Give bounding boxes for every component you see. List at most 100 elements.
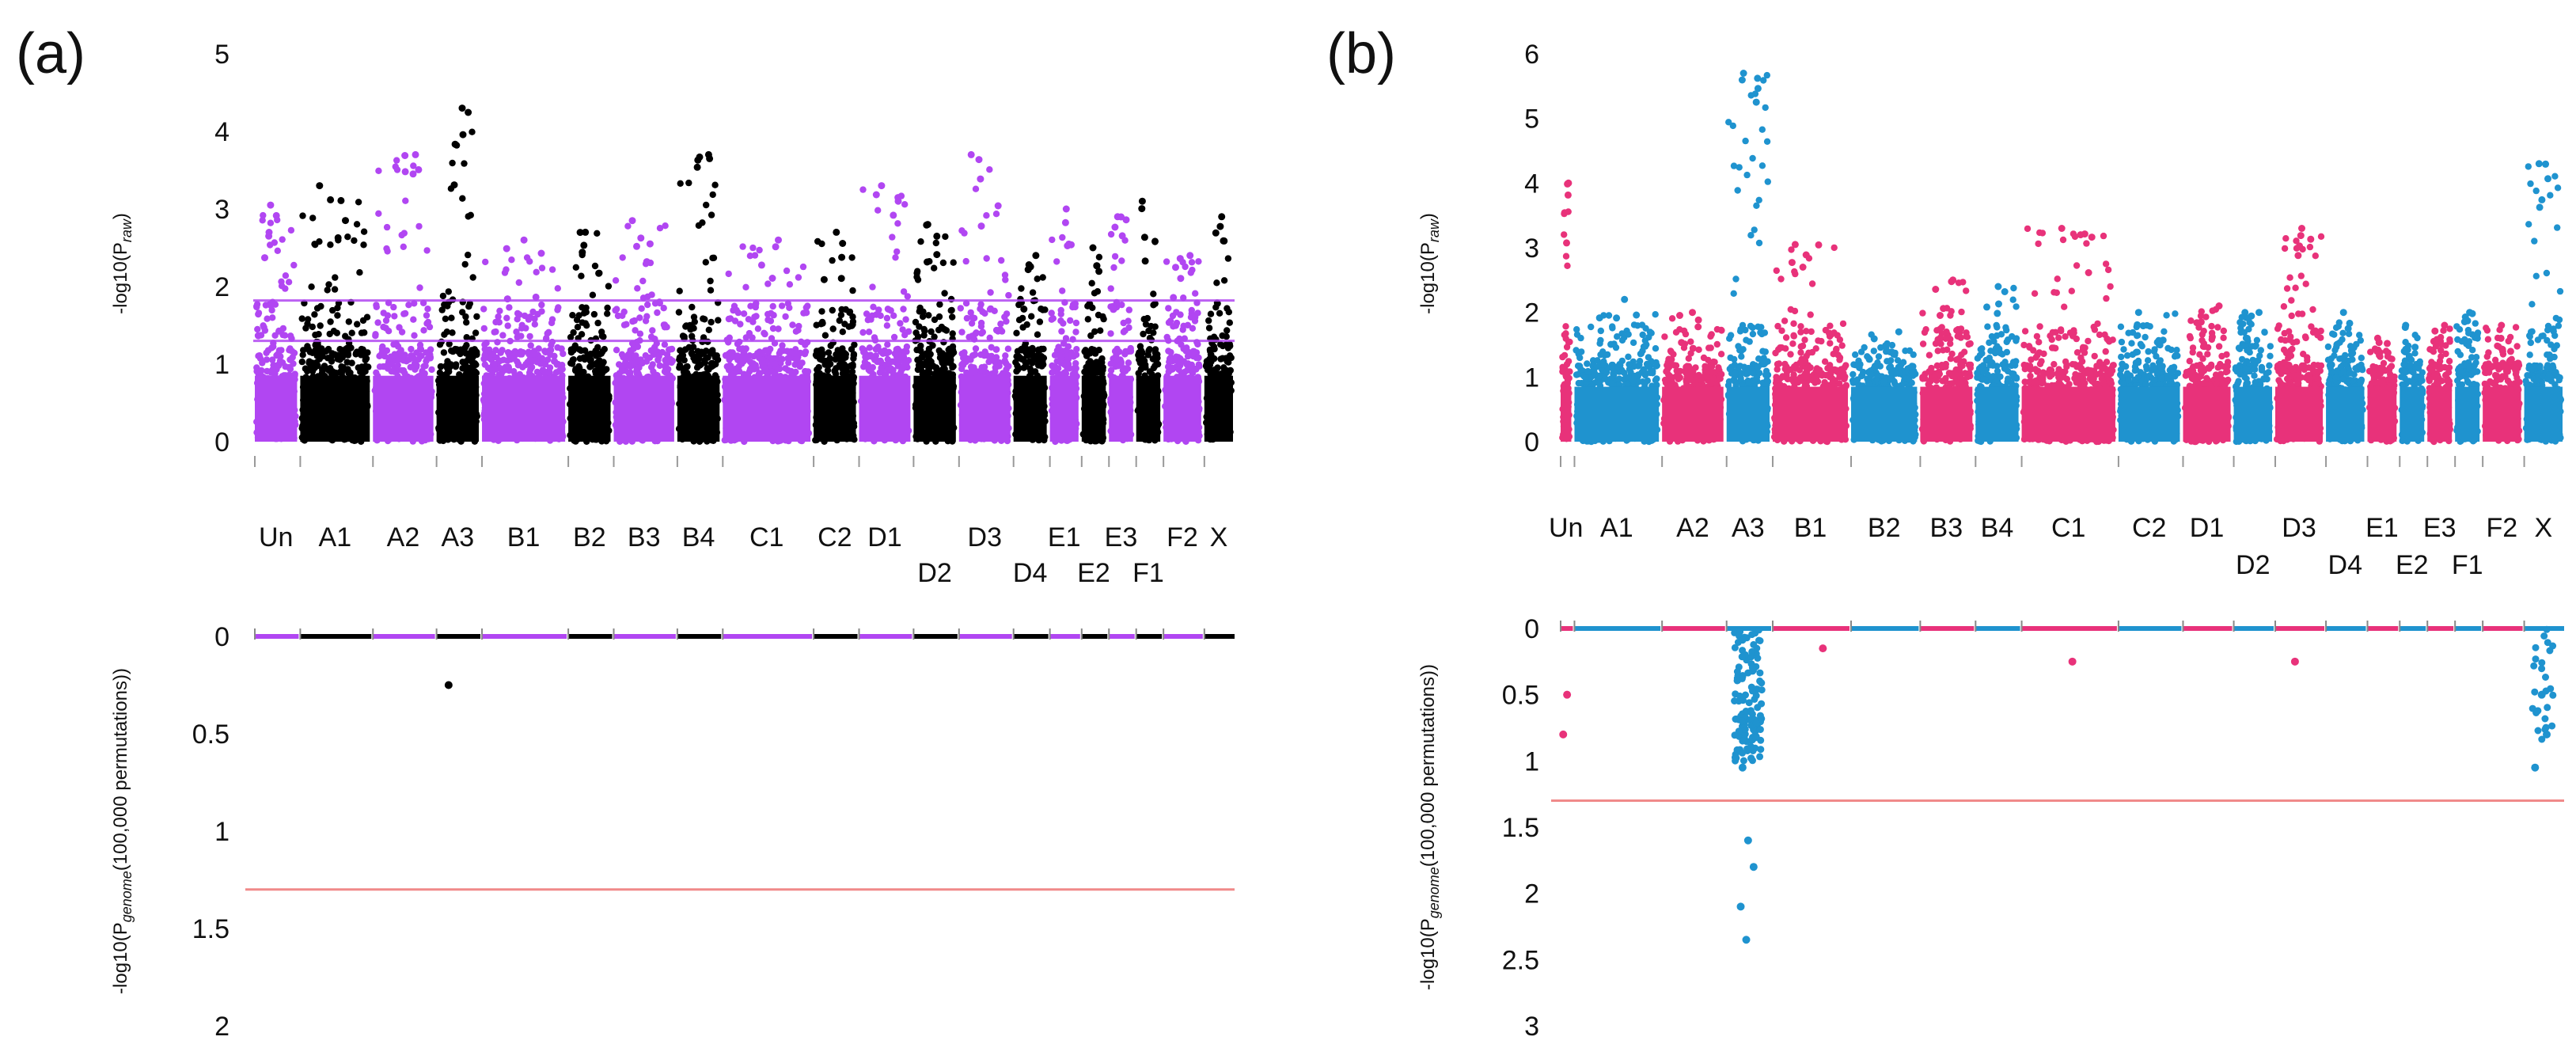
snp-point xyxy=(384,312,392,319)
snp-point xyxy=(445,288,452,295)
snp-point xyxy=(578,272,585,279)
snp-point xyxy=(318,369,326,376)
snp-point xyxy=(510,355,518,363)
snp-point xyxy=(514,309,522,317)
snp-point xyxy=(282,272,290,279)
snp-point xyxy=(408,345,415,353)
snp-point xyxy=(262,302,270,309)
snp-point xyxy=(391,313,398,320)
snp-point xyxy=(401,370,408,377)
snp-point xyxy=(287,226,295,234)
snp-point xyxy=(1120,319,1127,327)
chromosome-points-D1 xyxy=(858,182,912,445)
chromosome-points-E3 xyxy=(1107,213,1135,444)
snp-point xyxy=(849,287,856,294)
snp-point xyxy=(1097,327,1104,334)
snp-point xyxy=(390,303,397,311)
snp-point xyxy=(461,260,469,268)
peak-point xyxy=(975,156,983,164)
snp-point xyxy=(931,333,938,340)
snp-point xyxy=(970,314,978,322)
snp-point xyxy=(315,331,322,338)
snp-point xyxy=(1110,264,1117,271)
snp-point xyxy=(1107,230,1115,238)
snp-point xyxy=(874,207,882,214)
snp-point xyxy=(586,352,593,359)
snp-point xyxy=(1005,291,1012,299)
snp-point xyxy=(1003,366,1010,373)
snp-point xyxy=(462,363,469,370)
snp-point xyxy=(442,315,450,322)
snp-point xyxy=(767,345,774,353)
snp-point xyxy=(331,286,339,293)
snp-point xyxy=(518,325,525,332)
snp-point xyxy=(591,262,599,270)
snp-point xyxy=(1151,323,1159,330)
peak-point xyxy=(994,202,1002,210)
peak-point xyxy=(933,251,941,259)
snp-point xyxy=(336,346,343,353)
snp-point xyxy=(271,370,279,378)
snp-point xyxy=(1003,310,1011,317)
peak-point xyxy=(401,168,409,176)
snp-point xyxy=(636,314,643,321)
peak-point xyxy=(628,217,636,225)
snp-point xyxy=(797,359,804,366)
snp-point xyxy=(799,263,807,271)
snp-point xyxy=(589,291,597,298)
snp-point xyxy=(644,301,651,309)
dense-band xyxy=(300,375,370,442)
snp-point xyxy=(875,306,882,313)
snp-point xyxy=(274,247,281,254)
snp-point xyxy=(306,348,313,355)
snp-point xyxy=(298,358,305,366)
snp-point xyxy=(1165,305,1172,312)
snp-point xyxy=(1099,366,1106,374)
snp-point xyxy=(604,310,611,317)
snp-point xyxy=(947,360,954,367)
snp-point xyxy=(690,355,697,362)
snp-point xyxy=(299,351,306,359)
snp-point xyxy=(958,350,966,358)
snp-point xyxy=(754,325,762,332)
snp-point xyxy=(375,210,382,217)
snp-point xyxy=(359,346,366,353)
snp-point xyxy=(538,301,545,309)
snp-point xyxy=(991,359,999,366)
snp-point xyxy=(1018,347,1025,354)
snp-point xyxy=(448,347,455,355)
snp-point xyxy=(1004,345,1012,352)
snp-point xyxy=(654,309,661,317)
snp-point xyxy=(261,327,269,334)
snp-point xyxy=(1058,354,1065,361)
snp-point xyxy=(689,303,696,311)
peak-point xyxy=(327,196,335,203)
snp-point xyxy=(257,332,265,339)
snp-point xyxy=(255,309,263,317)
snp-point xyxy=(545,328,552,336)
snp-point xyxy=(901,201,909,208)
snp-point xyxy=(726,356,733,363)
snp-point xyxy=(749,244,757,252)
snp-point xyxy=(353,348,361,355)
snp-point xyxy=(449,159,456,167)
dense-band xyxy=(1013,375,1047,442)
dense-band xyxy=(913,375,956,442)
snp-point xyxy=(624,222,632,230)
snp-point xyxy=(932,364,940,371)
snp-point xyxy=(482,258,489,266)
snp-point xyxy=(313,344,321,351)
snp-point xyxy=(1072,328,1079,336)
snp-point xyxy=(849,361,856,368)
peak-point xyxy=(637,234,645,242)
snp-point xyxy=(613,306,620,313)
snp-point xyxy=(397,348,404,355)
peak-point xyxy=(580,241,588,249)
snp-point xyxy=(761,330,768,338)
snp-point xyxy=(643,358,651,365)
snp-point xyxy=(758,359,766,366)
snp-point xyxy=(281,332,289,339)
snp-point xyxy=(373,303,380,310)
peak-point xyxy=(757,261,765,269)
